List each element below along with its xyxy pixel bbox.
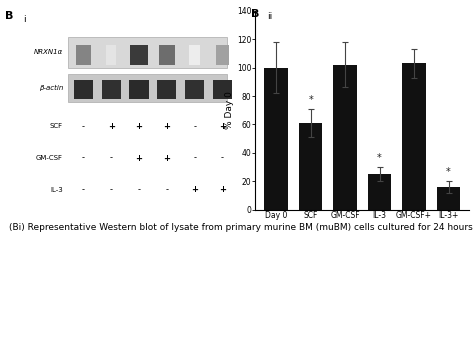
Text: *: * — [308, 94, 313, 105]
Bar — [106, 44, 117, 65]
Bar — [437, 187, 460, 210]
Text: +: + — [164, 154, 170, 163]
Text: GM-CSF: GM-CSF — [36, 155, 63, 161]
Text: -: - — [165, 185, 168, 195]
Text: B: B — [251, 9, 259, 19]
Text: +: + — [219, 122, 226, 131]
Text: IL-3: IL-3 — [50, 187, 63, 193]
Text: -: - — [109, 154, 113, 163]
Text: +: + — [108, 122, 115, 131]
Bar — [74, 80, 93, 99]
Text: *: * — [377, 153, 382, 163]
Bar — [68, 75, 227, 102]
Bar — [264, 67, 288, 210]
Text: -: - — [137, 185, 140, 195]
Bar — [101, 80, 121, 99]
Bar — [157, 80, 176, 99]
Y-axis label: % Day 0: % Day 0 — [225, 91, 234, 129]
Text: +: + — [219, 185, 226, 195]
Text: -: - — [82, 122, 85, 131]
Bar — [68, 37, 227, 69]
Text: -: - — [193, 154, 196, 163]
Bar — [213, 80, 232, 99]
Bar — [130, 44, 148, 65]
Bar — [190, 44, 200, 65]
Text: β-actin: β-actin — [39, 85, 63, 91]
Text: +: + — [191, 185, 198, 195]
Text: (Bi) Representative Western blot of lysate from primary murine BM (muBM) cells c: (Bi) Representative Western blot of lysa… — [9, 223, 474, 232]
Text: -: - — [221, 154, 224, 163]
Text: +: + — [136, 154, 143, 163]
Text: +: + — [136, 122, 143, 131]
Text: SCF: SCF — [50, 123, 63, 129]
Bar — [216, 44, 229, 65]
Bar — [299, 123, 322, 210]
Text: -: - — [82, 185, 85, 195]
Text: ii: ii — [267, 12, 273, 21]
Bar — [333, 65, 357, 210]
Text: -: - — [193, 122, 196, 131]
Text: *: * — [446, 167, 451, 177]
Bar — [76, 44, 91, 65]
Text: -: - — [109, 185, 113, 195]
Bar — [129, 80, 148, 99]
Bar — [402, 63, 426, 210]
Text: NRXN1α: NRXN1α — [34, 49, 63, 55]
Bar — [185, 80, 204, 99]
Text: -: - — [82, 154, 85, 163]
Text: i: i — [23, 15, 25, 24]
Bar — [159, 44, 175, 65]
Text: B: B — [5, 11, 13, 21]
Bar — [368, 174, 392, 210]
Text: +: + — [164, 122, 170, 131]
